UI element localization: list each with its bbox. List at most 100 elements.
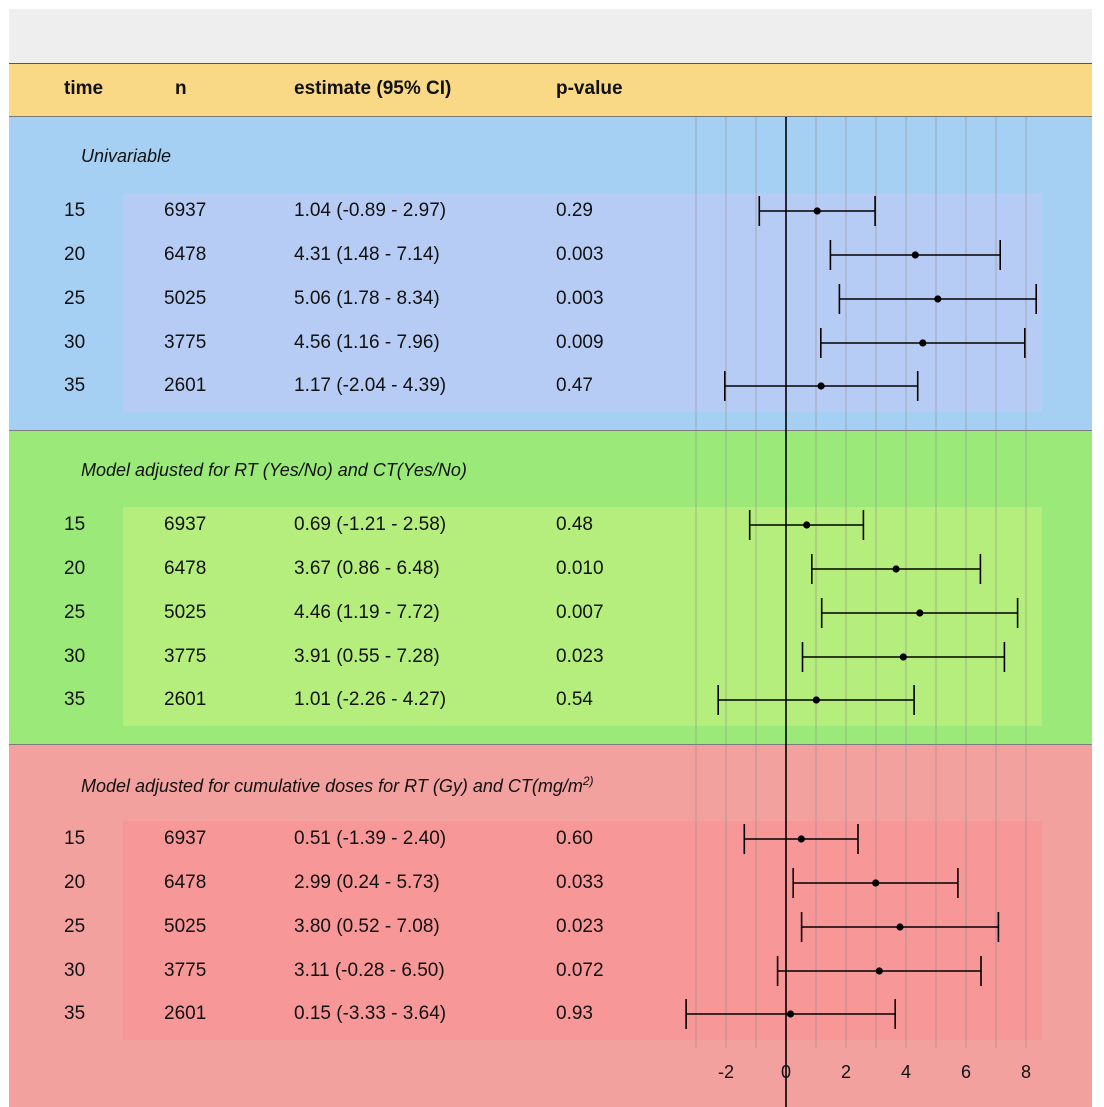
time-cell: 15 — [64, 828, 86, 849]
n-cell: 6478 — [164, 872, 207, 893]
x-tick-label: 0 — [781, 1062, 791, 1082]
section-title-sup: 2) — [582, 774, 594, 788]
x-tick-label: 6 — [961, 1062, 971, 1082]
point-estimate — [875, 967, 883, 975]
table-row: 35 2601 1.17 (-2.04 - 4.39) 0.47 — [9, 374, 689, 398]
point-estimate — [813, 207, 821, 215]
estimate-cell: 0.69 (-1.21 - 2.58) — [294, 514, 447, 535]
table-row: 25 5025 5.06 (1.78 - 8.34) 0.003 — [9, 287, 689, 311]
pvalue-cell: 0.003 — [556, 288, 604, 309]
forest-plot-panel: time n estimate (95% CI) p-value Univari… — [9, 63, 1092, 1107]
point-estimate — [803, 521, 811, 529]
time-cell: 30 — [64, 332, 86, 353]
point-estimate — [892, 565, 900, 573]
section-title-model2: Model adjusted for cumulative doses for … — [81, 774, 594, 796]
pvalue-cell: 0.007 — [556, 602, 604, 623]
estimate-cell: 3.91 (0.55 - 7.28) — [294, 646, 440, 667]
header-n: n — [175, 78, 187, 99]
pvalue-cell: 0.003 — [556, 244, 604, 265]
table-row: 15 6937 0.51 (-1.39 - 2.40) 0.60 — [9, 827, 689, 851]
table-row: 30 3775 3.11 (-0.28 - 6.50) 0.072 — [9, 959, 689, 983]
time-cell: 35 — [64, 1003, 86, 1024]
pvalue-cell: 0.47 — [556, 375, 593, 396]
estimate-cell: 1.01 (-2.26 - 4.27) — [294, 689, 447, 710]
pvalue-cell: 0.072 — [556, 960, 604, 981]
top-bar — [9, 9, 1092, 63]
n-cell: 6937 — [164, 514, 207, 535]
forest-plot-svg: -2 0 2 4 6 8 — [685, 117, 1037, 1107]
pvalue-cell: 0.48 — [556, 514, 593, 535]
n-cell: 2601 — [164, 689, 207, 710]
estimate-cell: 1.04 (-0.89 - 2.97) — [294, 200, 447, 221]
time-cell: 30 — [64, 646, 86, 667]
point-estimate — [817, 382, 825, 390]
estimate-cell: 0.15 (-3.33 - 3.64) — [294, 1003, 447, 1024]
time-cell: 25 — [64, 288, 86, 309]
estimate-cell: 4.56 (1.16 - 7.96) — [294, 332, 440, 353]
time-cell: 30 — [64, 960, 86, 981]
table-row: 15 6937 0.69 (-1.21 - 2.58) 0.48 — [9, 513, 689, 537]
time-cell: 35 — [64, 689, 86, 710]
pvalue-cell: 0.009 — [556, 332, 604, 353]
estimate-cell: 5.06 (1.78 - 8.34) — [294, 288, 440, 309]
estimate-cell: 4.46 (1.19 - 7.72) — [294, 602, 440, 623]
header-pvalue: p-value — [556, 78, 623, 99]
n-cell: 5025 — [164, 916, 207, 937]
n-cell: 6937 — [164, 828, 207, 849]
model2-inner — [123, 821, 1042, 1040]
table-row: 25 5025 4.46 (1.19 - 7.72) 0.007 — [9, 601, 689, 625]
point-estimate — [919, 339, 927, 347]
pvalue-cell: 0.29 — [556, 200, 593, 221]
point-estimate — [786, 1010, 795, 1018]
table-row: 20 6478 2.99 (0.24 - 5.73) 0.033 — [9, 871, 689, 895]
table-row: 20 6478 4.31 (1.48 - 7.14) 0.003 — [9, 243, 689, 267]
estimate-cell: 1.17 (-2.04 - 4.39) — [294, 375, 447, 396]
estimate-cell: 2.99 (0.24 - 5.73) — [294, 872, 440, 893]
n-cell: 3775 — [164, 960, 207, 981]
table-row: 35 2601 0.15 (-3.33 - 3.64) 0.93 — [9, 1002, 689, 1026]
estimate-cell: 3.11 (-0.28 - 6.50) — [294, 960, 445, 981]
pvalue-cell: 0.023 — [556, 646, 604, 667]
pvalue-cell: 0.033 — [556, 872, 604, 893]
time-cell: 15 — [64, 200, 86, 221]
n-cell: 6478 — [164, 558, 207, 579]
time-cell: 35 — [64, 375, 86, 396]
point-estimate — [797, 835, 805, 843]
time-cell: 20 — [64, 872, 86, 893]
point-estimate — [812, 696, 820, 704]
n-cell: 6478 — [164, 244, 207, 265]
n-cell: 6937 — [164, 200, 207, 221]
univariable-inner — [123, 193, 1042, 412]
section-title-model1: Model adjusted for RT (Yes/No) and CT(Ye… — [81, 460, 467, 480]
section-title-univariable: Univariable — [81, 146, 172, 166]
n-cell: 2601 — [164, 375, 207, 396]
time-cell: 25 — [64, 916, 86, 937]
estimate-cell: 3.80 (0.52 - 7.08) — [294, 916, 440, 937]
point-estimate — [916, 609, 924, 617]
n-cell: 2601 — [164, 1003, 207, 1024]
point-estimate — [896, 923, 904, 931]
pvalue-cell: 0.023 — [556, 916, 604, 937]
estimate-cell: 4.31 (1.48 - 7.14) — [294, 244, 440, 265]
pvalue-cell: 0.93 — [556, 1003, 593, 1024]
point-estimate — [934, 295, 942, 303]
x-tick-label: 8 — [1021, 1062, 1031, 1082]
header-estimate: estimate (95% CI) — [294, 78, 452, 99]
model1-inner — [123, 507, 1042, 726]
table-row: 15 6937 1.04 (-0.89 - 2.97) 0.29 — [9, 199, 689, 223]
table-row: 20 6478 3.67 (0.86 - 6.48) 0.010 — [9, 557, 689, 581]
table-row: 30 3775 4.56 (1.16 - 7.96) 0.009 — [9, 331, 689, 355]
table-row: 30 3775 3.91 (0.55 - 7.28) 0.023 — [9, 645, 689, 669]
x-tick-label: -2 — [718, 1062, 734, 1082]
x-tick-label: 4 — [901, 1062, 911, 1082]
n-cell: 5025 — [164, 288, 207, 309]
time-cell: 20 — [64, 558, 86, 579]
table-row: 35 2601 1.01 (-2.26 - 4.27) 0.54 — [9, 688, 689, 712]
point-estimate — [911, 251, 919, 259]
header-band: time n estimate (95% CI) p-value — [9, 63, 1092, 117]
n-cell: 5025 — [164, 602, 207, 623]
point-estimate — [899, 653, 907, 661]
point-estimate — [872, 879, 880, 887]
time-cell: 25 — [64, 602, 86, 623]
table-row: 25 5025 3.80 (0.52 - 7.08) 0.023 — [9, 915, 689, 939]
